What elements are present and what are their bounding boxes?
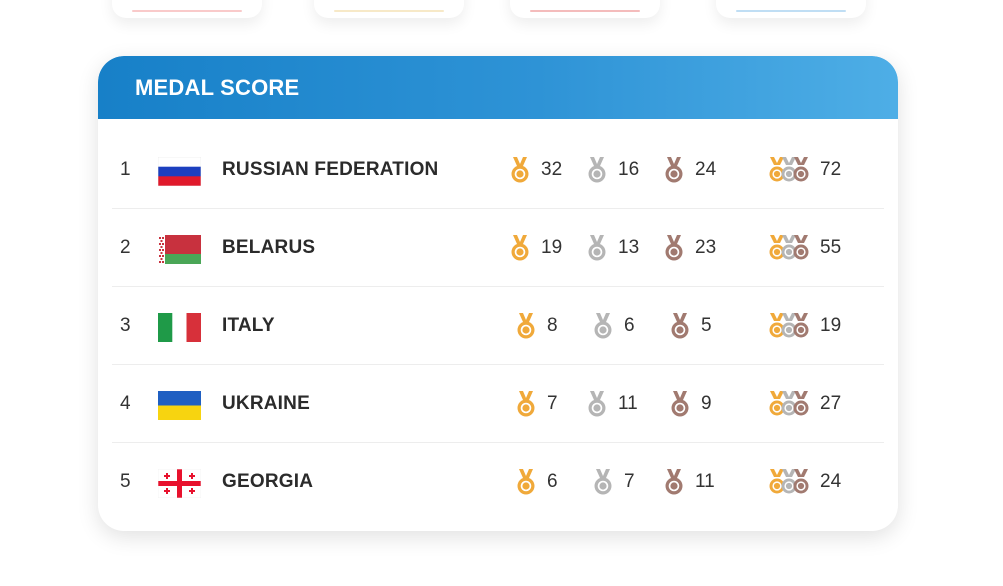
rank: 3 bbox=[120, 315, 131, 336]
silver-count: 16 bbox=[586, 131, 639, 208]
gold-medal-icon bbox=[517, 390, 535, 416]
bronze-medal-icon bbox=[671, 312, 689, 338]
country-name: ITALY bbox=[222, 315, 275, 336]
bronze-medal-icon bbox=[665, 468, 683, 494]
silver-count: 13 bbox=[586, 209, 639, 286]
table-row[interactable]: 2 BELARUS 19 13 23 55 bbox=[112, 209, 884, 287]
ukraine-flag-icon bbox=[158, 391, 201, 420]
total-count: 24 bbox=[768, 443, 841, 520]
gold-medal-icon bbox=[517, 312, 535, 338]
silver-medal-icon bbox=[588, 156, 606, 182]
silver-medal-icon bbox=[588, 234, 606, 260]
peek-card-1 bbox=[112, 0, 262, 18]
card-title: MEDAL SCORE bbox=[135, 74, 300, 100]
country-name: GEORGIA bbox=[222, 471, 314, 492]
table-row[interactable]: 5 GEORGIA 6 7 11 24 bbox=[112, 443, 884, 520]
peek-card-2 bbox=[314, 0, 464, 18]
total-medals-icon bbox=[769, 156, 809, 181]
country-name: BELARUS bbox=[222, 237, 316, 258]
gold-count: 8 bbox=[515, 287, 558, 364]
gold-count: 7 bbox=[515, 365, 558, 442]
total-count: 72 bbox=[768, 131, 841, 208]
russia-flag-icon bbox=[158, 157, 201, 186]
peek-card-4 bbox=[716, 0, 866, 18]
rank: 5 bbox=[120, 471, 131, 492]
medal-score-card: MEDAL SCORE 1 RUSSIAN FEDERATION 32 16 2… bbox=[98, 56, 898, 531]
gold-count: 19 bbox=[509, 209, 562, 286]
gold-medal-icon bbox=[511, 234, 529, 260]
rank: 1 bbox=[120, 159, 131, 180]
country-name: RUSSIAN FEDERATION bbox=[222, 159, 439, 180]
card-header: MEDAL SCORE bbox=[98, 56, 898, 119]
table-row[interactable]: 1 RUSSIAN FEDERATION 32 16 24 72 bbox=[112, 131, 884, 209]
silver-count: 7 bbox=[592, 443, 635, 520]
total-medals-icon bbox=[769, 468, 809, 493]
total-count: 55 bbox=[768, 209, 841, 286]
bronze-medal-icon bbox=[665, 234, 683, 260]
rank: 4 bbox=[120, 393, 131, 414]
bronze-count: 5 bbox=[669, 287, 712, 364]
belarus-flag-icon bbox=[158, 235, 201, 264]
silver-medal-icon bbox=[594, 468, 612, 494]
table-row[interactable]: 4 UKRAINE 7 11 9 27 bbox=[112, 365, 884, 443]
gold-count: 6 bbox=[515, 443, 558, 520]
georgia-flag-icon bbox=[158, 469, 201, 498]
silver-count: 11 bbox=[586, 365, 638, 442]
total-count: 27 bbox=[768, 365, 841, 442]
total-count: 19 bbox=[768, 287, 841, 364]
silver-medal-icon bbox=[588, 390, 606, 416]
gold-count: 32 bbox=[509, 131, 562, 208]
bronze-medal-icon bbox=[665, 156, 683, 182]
peek-card-3 bbox=[510, 0, 660, 18]
country-name: UKRAINE bbox=[222, 393, 310, 414]
gold-medal-icon bbox=[517, 468, 535, 494]
total-medals-icon bbox=[769, 312, 809, 337]
bronze-count: 23 bbox=[663, 209, 716, 286]
bronze-count: 9 bbox=[669, 365, 712, 442]
silver-count: 6 bbox=[592, 287, 635, 364]
italy-flag-icon bbox=[158, 313, 201, 342]
gold-medal-icon bbox=[511, 156, 529, 182]
bronze-medal-icon bbox=[671, 390, 689, 416]
table-row[interactable]: 3 ITALY 8 6 5 19 bbox=[112, 287, 884, 365]
medal-table: 1 RUSSIAN FEDERATION 32 16 24 72 bbox=[98, 119, 898, 520]
bronze-count: 24 bbox=[663, 131, 716, 208]
total-medals-icon bbox=[769, 234, 809, 259]
total-medals-icon bbox=[769, 390, 809, 415]
rank: 2 bbox=[120, 237, 131, 258]
silver-medal-icon bbox=[594, 312, 612, 338]
bronze-count: 11 bbox=[663, 443, 715, 520]
